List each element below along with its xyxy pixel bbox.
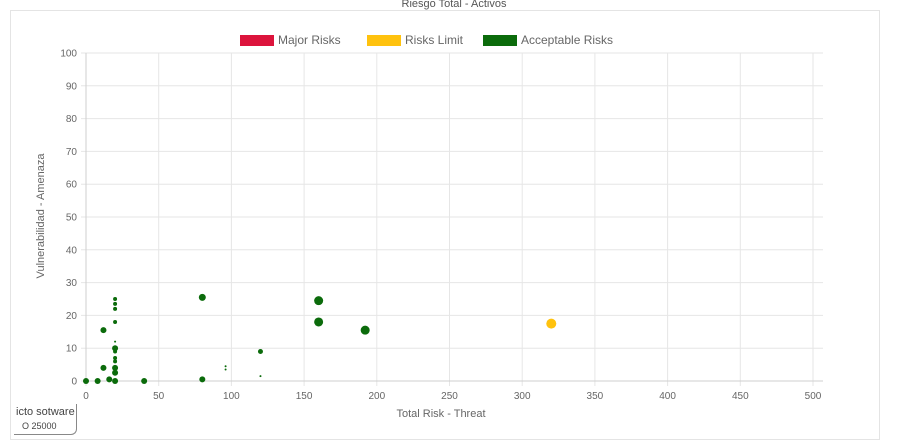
data-point-acceptable-risks[interactable] [113,319,118,324]
y-tick-label: 80 [66,114,78,125]
x-tick-label: 0 [83,391,89,402]
legend-swatch-acceptable-risks [483,34,517,46]
data-point-acceptable-risks[interactable] [113,356,118,361]
data-point-acceptable-risks[interactable] [141,378,148,384]
x-tick-label: 450 [732,391,749,402]
tooltip-title: icto sotware [16,406,75,418]
data-point-acceptable-risks[interactable] [259,375,262,378]
legend-item-acceptable-risks[interactable]: Acceptable Risks [483,32,613,48]
data-point-acceptable-risks[interactable] [94,378,101,384]
legend-swatch-risks-limit [367,34,401,46]
data-point-acceptable-risks[interactable] [113,301,118,306]
y-tick-label: 20 [66,311,78,322]
data-point-acceptable-risks[interactable] [314,317,324,327]
data-point-acceptable-risks[interactable] [224,365,227,368]
data-points [83,293,557,384]
data-point-acceptable-risks[interactable] [113,349,118,354]
data-point-acceptable-risks[interactable] [113,359,118,364]
y-tick-label: 40 [66,245,78,256]
y-axis-title: Vulnerabilidad - Amenaza [35,153,47,279]
tick-labels: 0 50 100 150 200 250 300 350 400 450 500 0 10 20 30 40 5… [60,49,821,403]
y-tick-label: 50 [66,213,78,224]
x-axis-title: Total Risk - Threat [396,408,485,420]
data-point-acceptable-risks[interactable] [360,325,370,335]
y-tick-label: 10 [66,344,78,355]
data-point-acceptable-risks[interactable] [83,378,89,384]
legend-item-risks-limit[interactable]: Risks Limit [367,32,463,48]
y-tick-label: 100 [60,49,77,60]
data-point-acceptable-risks[interactable] [314,296,324,306]
x-tick-label: 100 [223,391,240,402]
x-tick-label: 350 [587,391,604,402]
legend-label-major-risks: Major Risks [278,33,341,47]
x-tick-label: 200 [368,391,385,402]
data-point-acceptable-risks[interactable] [112,369,119,376]
x-tick-label: 500 [805,391,822,402]
data-point-acceptable-risks[interactable] [100,364,107,371]
chart-legend: Major Risks Risks Limit Acceptable Risks [0,32,908,48]
data-point-acceptable-risks[interactable] [224,368,227,371]
y-tick-label: 90 [66,81,78,92]
x-tick-label: 400 [659,391,676,402]
tooltip-value: O 25000 [22,421,57,431]
data-point-acceptable-risks[interactable] [114,340,117,343]
legend-label-risks-limit: Risks Limit [405,33,464,47]
tooltip-popup: icto sotware O 25000 [14,404,77,435]
data-point-acceptable-risks[interactable] [199,376,206,383]
y-tick-label: 60 [66,180,78,191]
y-tick-label: 0 [71,377,77,388]
data-point-acceptable-risks[interactable] [198,293,206,301]
data-point-acceptable-risks[interactable] [106,376,113,383]
y-tick-label: 30 [66,278,78,289]
y-tick-label: 70 [66,147,78,158]
x-tick-label: 150 [296,391,313,402]
data-point-acceptable-risks[interactable] [257,348,263,354]
data-point-acceptable-risks[interactable] [112,378,119,384]
chart-frame [10,10,880,440]
legend-label-acceptable-risks: Acceptable Risks [521,33,614,47]
grid-layer [81,52,823,386]
data-point-acceptable-risks[interactable] [113,297,118,301]
data-point-acceptable-risks[interactable] [100,327,107,334]
legend-item-major-risks[interactable]: Major Risks [240,32,341,48]
chart-title: Riesgo Total - Activos [401,0,507,10]
data-point-acceptable-risks[interactable] [112,345,119,352]
x-tick-label: 250 [441,391,458,402]
x-tick-label: 50 [153,391,165,402]
x-tick-label: 300 [514,391,531,402]
legend-swatch-major-risks [240,34,274,46]
data-point-acceptable-risks[interactable] [113,306,118,311]
data-point-risks-limit[interactable] [546,318,557,329]
data-point-acceptable-risks[interactable] [112,364,119,371]
